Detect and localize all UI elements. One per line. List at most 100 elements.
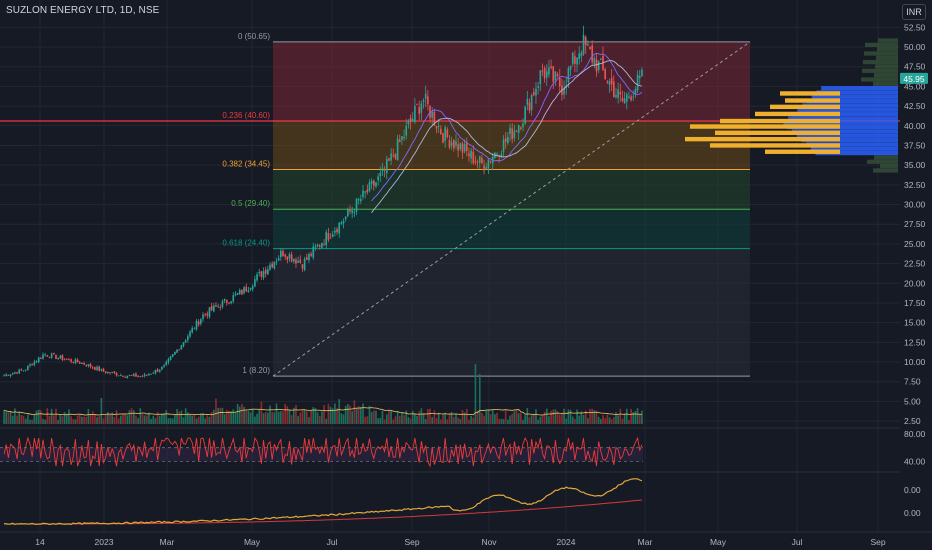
candle-body: [625, 94, 628, 102]
candle-body: [169, 356, 172, 360]
candle-body: [204, 314, 206, 315]
volume-bar: [100, 398, 103, 424]
volume-bar: [314, 408, 317, 424]
volume-bar: [18, 411, 21, 424]
candle-body: [232, 295, 235, 302]
rsi-axis-label: 80.00: [904, 429, 926, 439]
volume-bar: [381, 410, 384, 424]
volume-bar: [452, 416, 455, 424]
candle-body: [102, 368, 105, 372]
volume-bar: [625, 408, 628, 424]
currency-button[interactable]: INR: [902, 4, 926, 20]
moving-average-line: [371, 60, 642, 213]
candle-body: [511, 128, 514, 140]
volume-bar: [14, 408, 16, 424]
obv-axis-label: 0.00: [904, 485, 921, 495]
candle-body: [468, 153, 470, 157]
time-axis[interactable]: 14 2023 Mar May Jul Sep Nov 2024 Mar May Jul Sep: [0, 531, 932, 547]
candle-body: [132, 374, 135, 376]
price-axis-label: 7.50: [904, 377, 921, 387]
fib-level-label: 1 (8.20): [242, 366, 270, 375]
volume-bar: [176, 409, 178, 424]
price-axis-label: 47.50: [904, 62, 926, 72]
candle-body: [74, 359, 77, 364]
candle-body: [238, 289, 241, 295]
candle-body: [305, 257, 308, 260]
candle-body: [344, 216, 347, 220]
candle-body: [638, 75, 641, 79]
volume-bar: [163, 413, 165, 424]
candle-body: [478, 156, 481, 163]
volume-bar: [522, 419, 524, 424]
price-axis-label: 50.00: [904, 42, 926, 52]
candle-body: [396, 138, 399, 161]
volume-bar: [539, 416, 542, 424]
volume-profile-value-area: [685, 136, 840, 142]
volume-bar: [141, 414, 144, 424]
candle-body: [578, 53, 581, 59]
candle-body: [362, 190, 364, 197]
volume-bar: [20, 414, 23, 424]
volume-bar: [524, 415, 526, 424]
candle-body: [182, 342, 185, 346]
volume-bar: [238, 406, 241, 424]
volume-bar: [130, 408, 133, 424]
volume-bar: [548, 416, 550, 424]
volume-bar: [606, 414, 609, 424]
volume-bar: [258, 409, 261, 424]
fib-level-label: 0.618 (24.40): [222, 239, 270, 248]
candle-body: [331, 234, 334, 238]
price-axis-label: 32.50: [904, 180, 926, 190]
candle-body: [567, 67, 570, 83]
candle-body: [474, 160, 477, 163]
volume-bar: [623, 413, 626, 424]
candle-body: [325, 232, 328, 246]
volume-bar: [379, 417, 382, 424]
candle-body: [83, 362, 85, 365]
candle-body: [65, 359, 68, 360]
volume-profile-value-area: [690, 124, 840, 129]
candle-body: [401, 136, 403, 140]
volume-bar: [37, 409, 40, 424]
candle-body: [76, 359, 79, 363]
volume-profile-row: [876, 55, 898, 60]
candle-body: [20, 369, 23, 371]
symbol-title[interactable]: SUZLON ENERGY LTD, 1D, NSE: [6, 5, 160, 16]
volume-bar: [299, 412, 302, 424]
volume-bar: [342, 414, 345, 424]
volume-bar: [120, 415, 122, 424]
candle-body: [55, 354, 57, 359]
fibonacci-retracement[interactable]: 0 (50.65) 0.236 (40.60) 0.382 (34.45) 0.5 (…: [0, 32, 900, 377]
candle-body: [411, 118, 414, 122]
volume-bar: [463, 412, 466, 424]
candle-body: [113, 371, 116, 373]
volume-bar: [349, 405, 351, 424]
candle-body: [634, 89, 637, 95]
volume-bar: [487, 410, 490, 424]
time-axis-label: 14: [35, 537, 45, 547]
volume-bar: [520, 413, 522, 424]
volume-bar: [50, 408, 53, 424]
fib-zone: [273, 121, 750, 170]
volume-bar: [212, 409, 215, 424]
volume-bar: [470, 415, 472, 424]
volume-bar: [390, 410, 392, 424]
volume-bar: [197, 416, 200, 424]
volume-bar: [161, 413, 163, 424]
price-axis-label: 10.00: [904, 357, 926, 367]
volume-profile-row: [787, 125, 898, 130]
candle-body: [597, 61, 600, 71]
volume-bar: [336, 408, 338, 424]
candle-body: [427, 96, 429, 105]
candle-body: [277, 258, 280, 261]
price-axis[interactable]: 52.50 50.00 47.50 45.00 42.50 40.00 37.50 35.00…: [904, 22, 926, 426]
candle-body: [96, 366, 98, 370]
volume-bar: [230, 411, 232, 424]
volume-bar: [474, 364, 477, 424]
volume-bar: [9, 411, 12, 424]
volume-bars: [3, 364, 643, 424]
candle-body: [481, 157, 483, 164]
volume-bar: [182, 417, 185, 424]
candle-body: [236, 293, 239, 295]
